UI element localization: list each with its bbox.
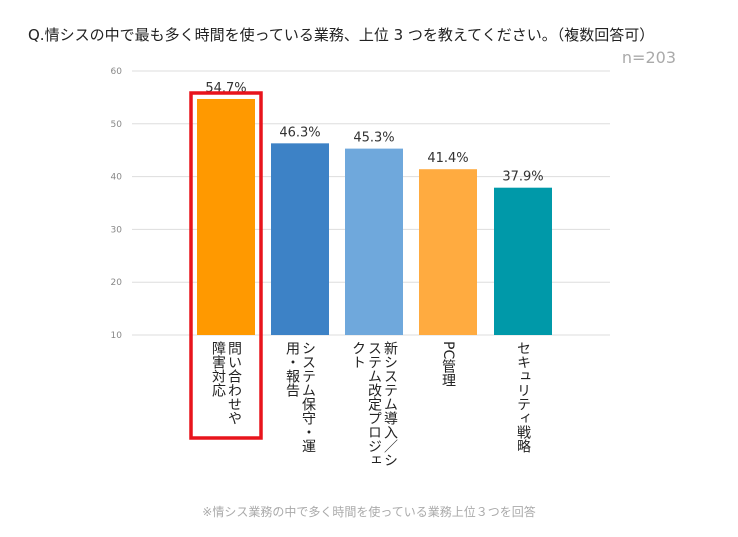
y-tick-label: 10 <box>111 331 123 341</box>
bar <box>419 169 477 335</box>
y-tick-label: 50 <box>111 120 123 130</box>
chart-title: Q.情シスの中で最も多く時間を使っている業務、上位 3 つを教えてください。（複… <box>28 26 655 44</box>
sample-size: n=203 <box>621 48 676 67</box>
x-tick-label: セキュリティ戦略 <box>515 341 531 453</box>
y-tick-label: 30 <box>111 225 123 235</box>
y-tick-label: 60 <box>111 67 123 77</box>
bar <box>345 148 403 335</box>
bar <box>494 187 552 335</box>
data-label: 45.3% <box>353 131 394 146</box>
bar <box>197 98 255 335</box>
data-label: 41.4% <box>427 151 468 166</box>
data-label: 46.3% <box>279 125 320 140</box>
y-tick-label: 20 <box>111 278 123 288</box>
x-tick-label: PC管理 <box>440 341 456 388</box>
bar <box>271 143 329 335</box>
x-tick-label: 問い合わせや障害対応 <box>210 341 242 425</box>
x-tick-label: 新システム導入／システム改定プロジェクト <box>350 341 398 467</box>
x-tick-label: システム保守・運用・報告 <box>284 341 316 453</box>
data-label: 37.9% <box>502 170 543 185</box>
footnote: ※情シス業務の中で多く時間を使っている業務上位３つを回答 <box>202 505 536 519</box>
y-tick-label: 40 <box>111 173 123 183</box>
highlight-box <box>189 91 263 440</box>
